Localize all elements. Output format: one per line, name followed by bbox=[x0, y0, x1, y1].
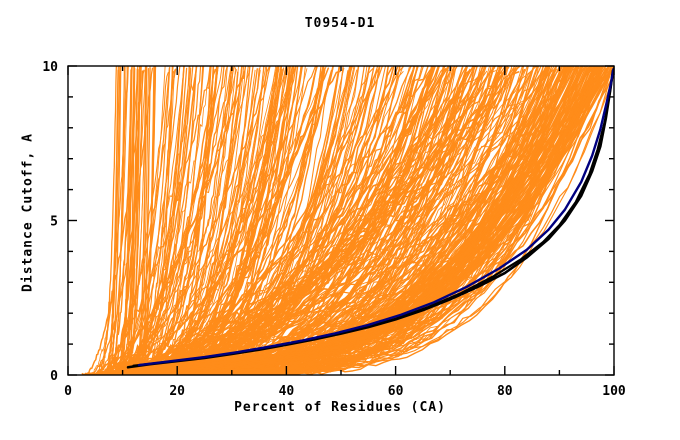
prediction-curve bbox=[153, 66, 547, 367]
prediction-curve bbox=[131, 72, 614, 375]
highlight-curve-reference-blue bbox=[137, 67, 614, 367]
x-tick-label: 40 bbox=[279, 384, 295, 399]
highlight-curves bbox=[126, 67, 614, 369]
x-tick-label: 60 bbox=[388, 384, 404, 399]
prediction-ensemble-curves bbox=[81, 66, 614, 375]
x-tick-label: 80 bbox=[497, 384, 513, 399]
prediction-curve bbox=[101, 66, 122, 375]
prediction-curve bbox=[161, 66, 564, 367]
x-tick-label: 0 bbox=[64, 384, 72, 399]
x-axis-label: Percent of Residues (CA) bbox=[234, 400, 446, 415]
prediction-curve bbox=[90, 66, 139, 375]
y-tick-label: 5 bbox=[50, 215, 58, 230]
prediction-curve bbox=[114, 68, 139, 375]
prediction-curve bbox=[95, 66, 121, 375]
prediction-curve bbox=[107, 66, 126, 375]
page-title: T0954-D1 bbox=[304, 16, 376, 31]
prediction-curve bbox=[91, 66, 117, 375]
prediction-curve bbox=[110, 72, 196, 375]
axes-frame bbox=[67, 65, 615, 376]
prediction-curve bbox=[129, 66, 582, 375]
prediction-curve bbox=[92, 66, 324, 375]
prediction-curve bbox=[135, 66, 584, 369]
prediction-curve bbox=[162, 67, 606, 371]
prediction-curve bbox=[127, 66, 601, 371]
prediction-curve bbox=[110, 66, 174, 375]
y-tick-label: 10 bbox=[42, 60, 58, 75]
y-tick-label: 0 bbox=[50, 369, 58, 384]
x-tick-label: 20 bbox=[169, 384, 185, 399]
prediction-curve bbox=[91, 68, 258, 375]
x-tick-label: 100 bbox=[602, 384, 626, 399]
tick-labels: 0 20 40 60 80 100 0 5 10 bbox=[42, 60, 626, 399]
prediction-curve bbox=[110, 66, 146, 375]
prediction-curve bbox=[114, 66, 141, 375]
